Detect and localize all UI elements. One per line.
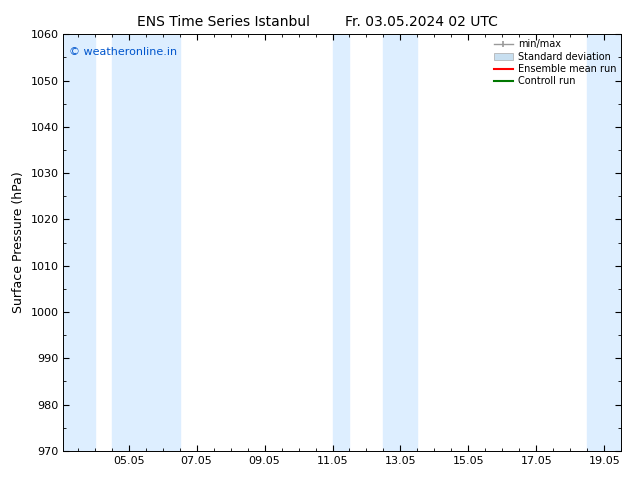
Bar (384, 34, 417, 451)
Text: © weatheronline.in: © weatheronline.in (69, 47, 177, 57)
Bar (587, 34, 621, 451)
Bar (63, 34, 94, 451)
Bar (112, 34, 179, 451)
Y-axis label: Surface Pressure (hPa): Surface Pressure (hPa) (12, 172, 25, 314)
Bar (332, 34, 349, 451)
Text: ENS Time Series Istanbul        Fr. 03.05.2024 02 UTC: ENS Time Series Istanbul Fr. 03.05.2024 … (136, 15, 498, 29)
Legend: min/max, Standard deviation, Ensemble mean run, Controll run: min/max, Standard deviation, Ensemble me… (492, 37, 618, 88)
